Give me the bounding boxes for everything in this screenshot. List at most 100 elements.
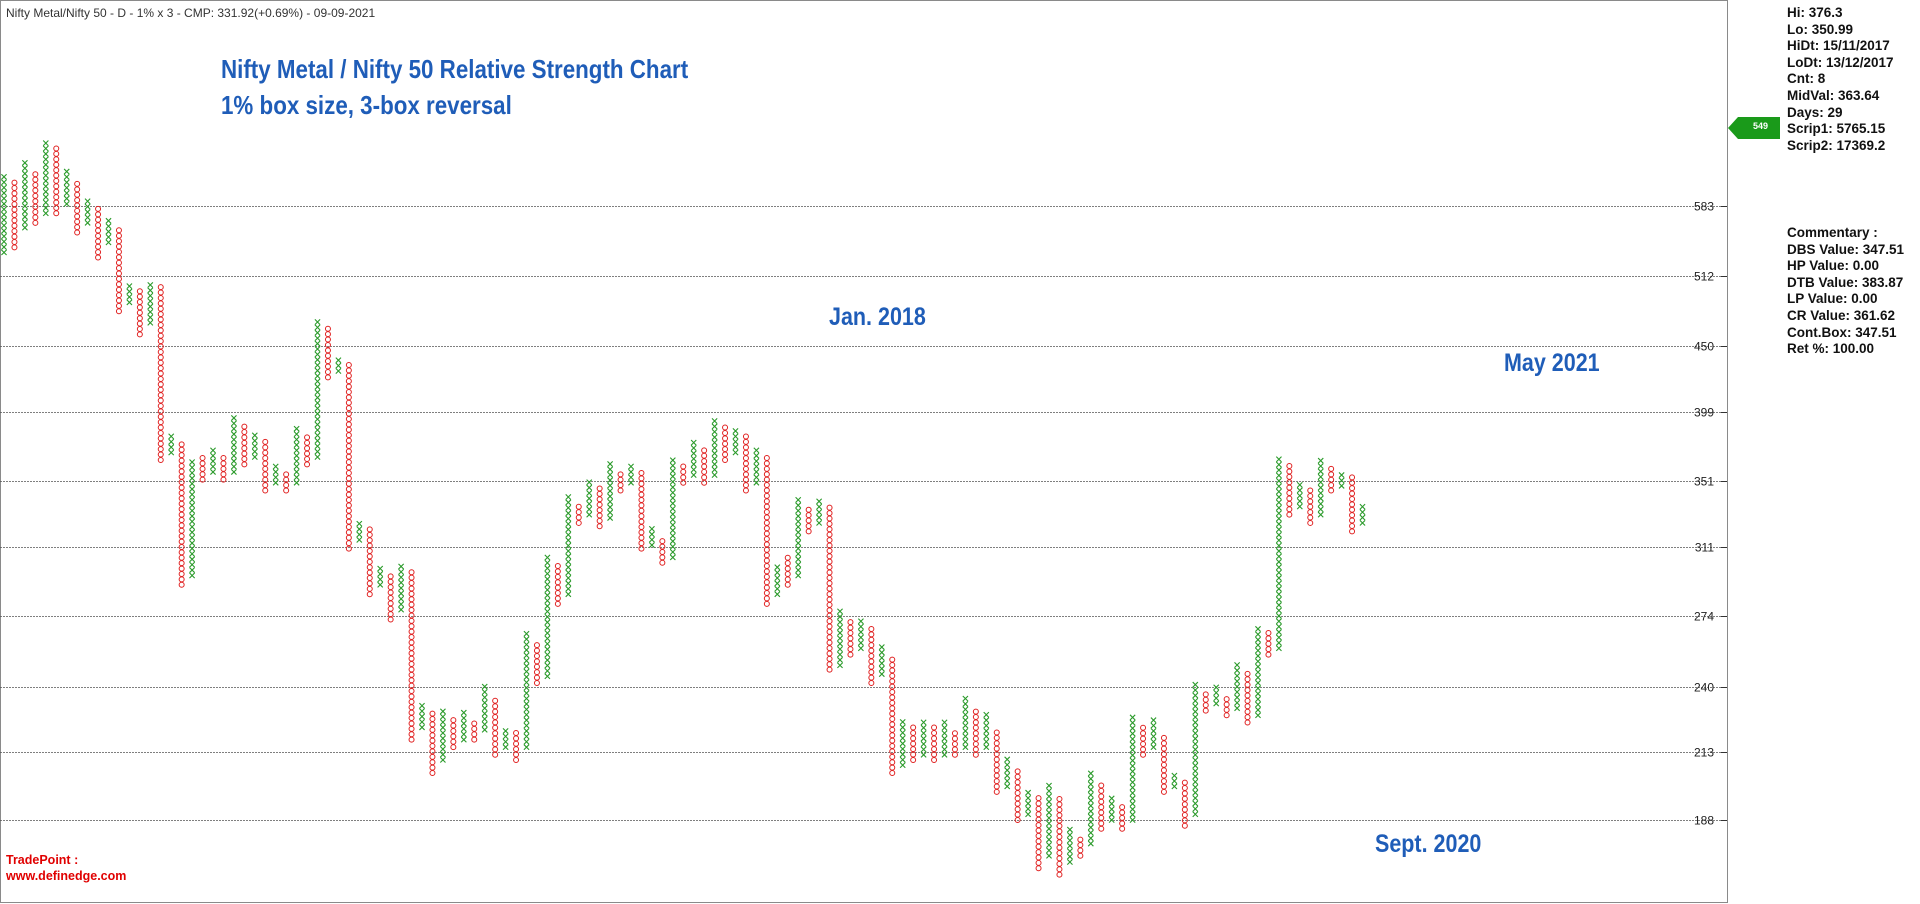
x-box — [523, 684, 530, 691]
x-box — [42, 167, 49, 174]
o-box — [784, 554, 791, 561]
x-box — [1087, 797, 1094, 804]
x-box — [837, 613, 843, 620]
o-column — [429, 710, 436, 777]
o-column — [95, 205, 102, 261]
x-box — [795, 550, 802, 557]
o-box — [1098, 782, 1105, 789]
x-box — [523, 673, 530, 680]
x-box — [816, 519, 823, 526]
x-box — [168, 449, 175, 456]
x-box — [523, 646, 530, 653]
x-column — [857, 618, 864, 652]
x-box — [168, 438, 175, 445]
o-column — [1349, 474, 1356, 535]
x-column — [460, 709, 467, 743]
x-box — [1, 217, 7, 224]
footer-branding: TradePoint : www.definedge.com — [6, 852, 126, 884]
x-box — [544, 597, 551, 604]
o-box — [951, 730, 958, 737]
x-box — [899, 735, 906, 742]
x-box — [669, 554, 676, 561]
x-box — [837, 624, 843, 631]
x-box — [544, 635, 551, 642]
x-box — [1129, 719, 1136, 726]
x-box — [1317, 468, 1324, 475]
x-box — [920, 751, 927, 758]
x-box — [523, 663, 530, 670]
x-box — [1275, 618, 1282, 625]
x-box — [481, 699, 488, 706]
x-box — [565, 521, 572, 528]
x-box — [1275, 467, 1282, 474]
x-box — [1, 227, 7, 234]
x-box — [962, 744, 969, 751]
x-column — [1255, 625, 1261, 719]
x-box — [42, 210, 49, 217]
x-box — [105, 217, 112, 224]
x-box — [1255, 706, 1261, 713]
x-box — [1275, 461, 1282, 468]
x-box — [84, 219, 91, 226]
x-box — [1150, 744, 1157, 751]
x-box — [1129, 752, 1136, 759]
x-box — [189, 540, 196, 547]
x-box — [314, 351, 321, 358]
x-box — [1129, 730, 1136, 737]
x-box — [941, 719, 948, 726]
x-box — [523, 727, 530, 734]
x-box — [1255, 674, 1261, 681]
x-box — [419, 718, 425, 725]
o-column — [910, 724, 917, 763]
x-box — [21, 203, 28, 210]
x-box — [398, 595, 405, 602]
y-tick-label: 274 — [1694, 610, 1714, 624]
x-box — [1317, 457, 1324, 464]
x-box — [544, 651, 551, 658]
o-column — [115, 227, 122, 315]
o-box — [1119, 804, 1126, 811]
o-column — [826, 504, 833, 673]
x-box — [1275, 456, 1282, 463]
x-box — [920, 741, 927, 747]
x-box — [1129, 817, 1136, 823]
x-box — [690, 450, 697, 457]
x-box — [1046, 852, 1052, 859]
x-column — [1066, 826, 1073, 865]
x-box — [189, 475, 196, 482]
x-box — [1275, 623, 1282, 630]
x-column — [147, 281, 154, 326]
o-column — [157, 284, 164, 463]
x-box — [565, 515, 572, 522]
x-box — [711, 423, 718, 430]
o-box — [805, 506, 812, 513]
x-box — [481, 710, 488, 717]
x-column — [419, 702, 425, 731]
o-column — [11, 179, 18, 251]
x-box — [1087, 786, 1094, 793]
x-box — [1129, 795, 1136, 802]
x-box — [293, 441, 300, 448]
x-box — [1255, 652, 1261, 659]
x-box — [189, 518, 196, 525]
x-box — [857, 645, 864, 652]
stat-days: Days: 29 — [1787, 104, 1843, 120]
x-box — [1192, 708, 1199, 715]
pnf-columns — [1, 140, 1366, 878]
x-box — [1046, 809, 1052, 816]
o-box — [533, 642, 540, 649]
x-box — [84, 214, 91, 221]
o-box — [1223, 696, 1230, 703]
x-box — [1255, 636, 1261, 643]
x-box — [147, 314, 154, 321]
annotation-sept-2020: Sept. 2020 — [1375, 830, 1482, 858]
x-box — [920, 724, 927, 731]
y-tick-label: 213 — [1694, 746, 1714, 760]
o-box — [53, 145, 60, 152]
stat-hi: Hi: 376.3 — [1787, 5, 1843, 20]
x-box — [189, 480, 196, 487]
x-box — [1046, 836, 1052, 843]
x-box — [941, 751, 948, 758]
x-column — [753, 447, 760, 486]
